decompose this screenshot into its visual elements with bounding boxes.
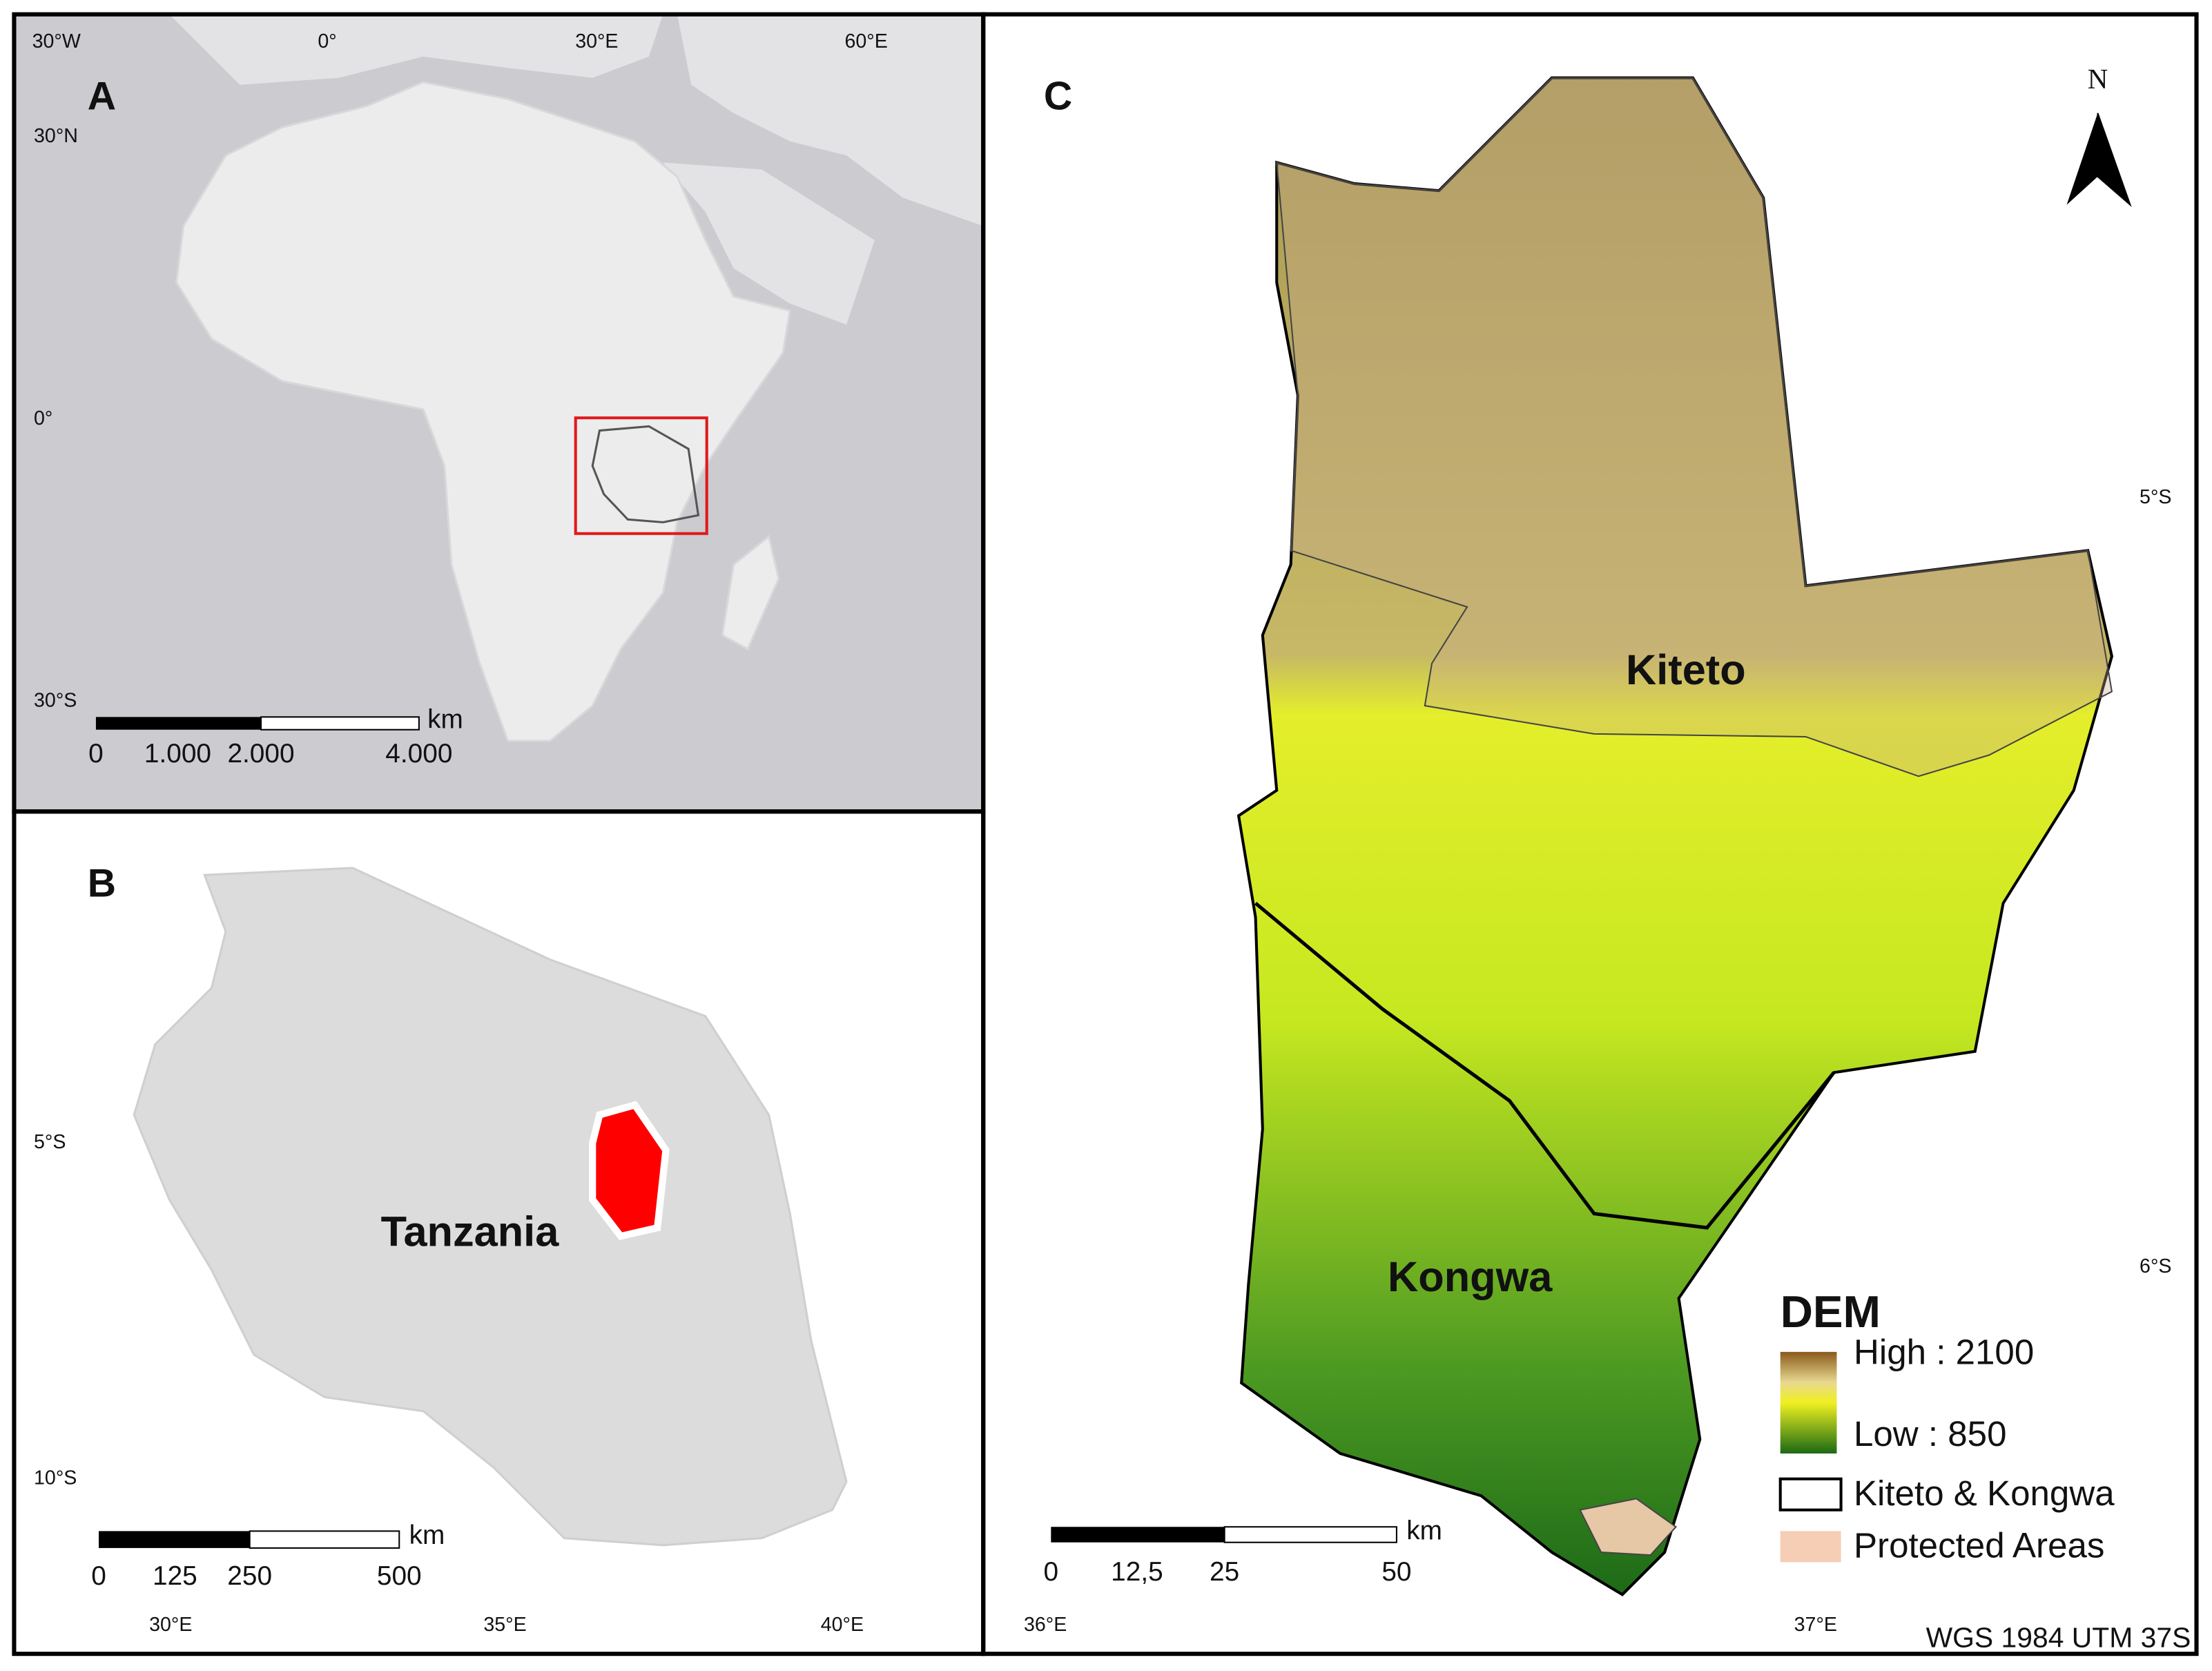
lat-label: 10°S: [34, 1467, 77, 1489]
scale-unit: km: [1406, 1516, 1442, 1546]
scale-label: 0: [1044, 1557, 1059, 1587]
scale-label: 250: [227, 1561, 272, 1591]
lon-label: 30°E: [575, 30, 618, 52]
place-label: Kiteto: [1626, 646, 1746, 693]
place-label: Kongwa: [1388, 1253, 1553, 1300]
scale-label: 0: [88, 739, 104, 769]
district-boundary: [1254, 902, 1836, 1230]
scale-bar: [1051, 1527, 1225, 1543]
study-area: [589, 1101, 670, 1241]
scale-label: 2.000: [227, 739, 294, 769]
scale-bar: [95, 717, 262, 730]
scale-label: 50: [1381, 1557, 1411, 1587]
tanzania: [133, 867, 848, 1547]
lat-label: 30°S: [34, 689, 77, 711]
scale-bar: [260, 716, 420, 731]
legend-label: High : 2100: [1854, 1332, 2034, 1371]
north-arrow: [2066, 113, 2098, 205]
land-eurasia: [169, 14, 984, 325]
lon-label: 30°W: [32, 30, 81, 52]
lon-label: 30°E: [149, 1614, 192, 1636]
scale-label: 4.000: [385, 739, 452, 769]
projection: WGS 1984 UTM 37S: [1926, 1622, 2191, 1654]
north-label: N: [2088, 64, 2108, 95]
lon-label: 37°E: [1794, 1614, 1837, 1636]
scale-label: 12,5: [1111, 1557, 1163, 1587]
africa: [175, 81, 792, 742]
scale-bar: [249, 1530, 400, 1549]
legend-swatch: [1778, 1477, 1843, 1511]
panel-label: B: [88, 862, 116, 906]
protected-area: [1276, 77, 2113, 777]
legend-title: DEM: [1781, 1286, 1881, 1337]
scale-bar: [1223, 1526, 1397, 1543]
lon-label: 36°E: [1024, 1614, 1067, 1636]
locator-box: [574, 416, 708, 535]
scale-label: 500: [377, 1561, 422, 1591]
lat-label: 6°S: [2140, 1255, 2171, 1277]
scale-label: 1.000: [144, 739, 211, 769]
legend-swatch: [1780, 1531, 1841, 1563]
lat-label: 5°S: [2140, 486, 2171, 508]
scale-label: 0: [91, 1561, 106, 1591]
legend-label: Kiteto & Kongwa: [1854, 1474, 2115, 1513]
tanzania-outline: [591, 425, 700, 523]
legend-ramp: [1780, 1351, 1837, 1453]
place-label: Tanzania: [381, 1208, 560, 1255]
north-arrow: [2097, 113, 2132, 207]
scale-unit: km: [409, 1520, 445, 1550]
scale-label: 125: [153, 1561, 197, 1591]
lat-label: 5°S: [34, 1131, 66, 1153]
lon-label: 0°: [318, 30, 336, 52]
scale-bar: [99, 1531, 250, 1548]
lat-label: 30°N: [34, 125, 78, 147]
lon-label: 35°E: [483, 1614, 526, 1636]
scale-label: 25: [1210, 1557, 1239, 1587]
panel-label: C: [1044, 74, 1072, 118]
scale-unit: km: [427, 705, 463, 735]
panel-frame: [981, 12, 2199, 1656]
legend-label: Protected Areas: [1854, 1525, 2104, 1565]
lon-label: 40°E: [821, 1614, 864, 1636]
lat-label: 0°: [34, 407, 52, 429]
protected-area: [1579, 1498, 1678, 1556]
legend-label: Low : 850: [1854, 1414, 2007, 1453]
panel-label: A: [88, 74, 116, 118]
lon-label: 60°E: [844, 30, 887, 52]
